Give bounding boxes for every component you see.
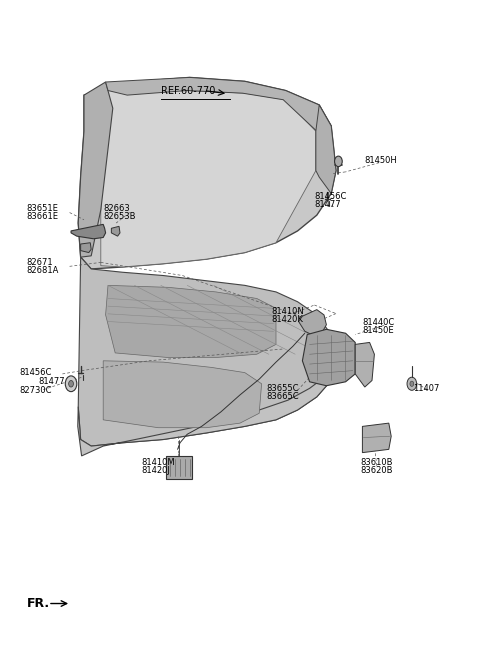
Text: 81456C: 81456C [314,192,347,201]
Polygon shape [101,91,316,267]
Circle shape [335,156,342,167]
Text: 83651E: 83651E [26,204,58,213]
Polygon shape [78,257,336,446]
Text: 81477: 81477 [314,200,341,209]
Polygon shape [316,105,336,194]
Polygon shape [78,82,113,257]
Text: 82653B: 82653B [103,212,136,221]
Text: 83665C: 83665C [266,392,299,401]
Text: 81440C: 81440C [362,318,395,327]
Polygon shape [362,423,391,453]
Polygon shape [166,456,192,479]
Polygon shape [81,243,91,253]
Text: 11407: 11407 [413,384,439,393]
Text: 83620B: 83620B [360,466,393,475]
Text: 83655C: 83655C [266,384,299,393]
Text: 82681A: 82681A [26,266,59,275]
Polygon shape [299,310,326,336]
Circle shape [407,377,417,390]
Text: 81456C: 81456C [19,368,51,377]
Text: REF.60-770: REF.60-770 [161,85,215,96]
Polygon shape [103,361,262,428]
Polygon shape [355,342,374,387]
Text: 81477: 81477 [38,377,65,386]
Text: 81450E: 81450E [362,326,394,335]
Text: 83661E: 83661E [26,212,59,221]
Text: 81410N: 81410N [271,307,304,316]
Circle shape [69,380,73,387]
Text: 81420J: 81420J [142,466,170,475]
Text: 83610B: 83610B [360,458,393,467]
Polygon shape [106,285,276,358]
Text: 82671: 82671 [26,258,53,267]
Polygon shape [78,358,336,456]
Text: 81450H: 81450H [365,156,397,165]
Polygon shape [302,329,355,386]
Polygon shape [106,77,331,131]
Text: FR.: FR. [26,597,49,610]
Text: 82663: 82663 [103,204,130,213]
Polygon shape [71,224,106,239]
Polygon shape [111,226,120,236]
Circle shape [410,381,414,386]
Text: 81410M: 81410M [142,458,175,467]
Text: 81420K: 81420K [271,315,303,324]
Polygon shape [78,77,336,269]
Text: 82730C: 82730C [19,386,52,396]
Circle shape [65,376,77,392]
